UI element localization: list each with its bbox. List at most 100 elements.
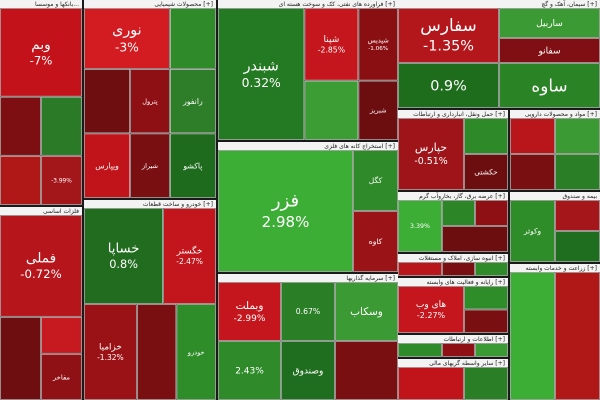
sector[interactable]: سیمان، آهک و گچ [+] سفارس -1.35% ساربیل سفان… bbox=[398, 0, 600, 108]
tile[interactable] bbox=[499, 38, 600, 63]
sector[interactable]: زراعت و خدمات وابسته [+] bbox=[510, 264, 600, 400]
tile[interactable] bbox=[0, 316, 41, 400]
tile[interactable] bbox=[130, 133, 170, 198]
tile[interactable] bbox=[41, 353, 82, 400]
tile[interactable] bbox=[398, 118, 464, 190]
tile[interactable] bbox=[398, 63, 499, 108]
tile[interactable] bbox=[510, 118, 555, 154]
tile[interactable] bbox=[475, 343, 508, 357]
tile-label: وبم bbox=[31, 37, 50, 53]
tile-label: ساربیل bbox=[536, 19, 563, 29]
tile[interactable] bbox=[353, 150, 398, 211]
tile[interactable] bbox=[218, 341, 281, 400]
tile[interactable] bbox=[398, 200, 442, 252]
tile[interactable] bbox=[442, 262, 475, 276]
tile[interactable] bbox=[304, 80, 359, 140]
tile[interactable] bbox=[163, 208, 216, 304]
tile[interactable] bbox=[398, 286, 464, 333]
tile[interactable] bbox=[555, 200, 600, 231]
sector-title: فراورده های نفتی، کک و سوخت هسته ای [+] bbox=[279, 1, 395, 8]
tile[interactable] bbox=[176, 304, 216, 400]
sector[interactable]: محصولات شیمیایی [+] نوری-3% پترول رانفور ویپ… bbox=[84, 0, 216, 198]
tile[interactable] bbox=[499, 63, 600, 108]
tile[interactable] bbox=[358, 8, 398, 81]
tile[interactable] bbox=[304, 8, 359, 81]
sector-title: انبوه سازی، املاک و مستغلات [+] bbox=[419, 254, 505, 262]
tile-label: فزر bbox=[271, 191, 299, 212]
sector-title: عرضه برق، گاز، بخاروآب گرم [+] bbox=[419, 191, 505, 200]
tile[interactable] bbox=[398, 262, 442, 276]
tile[interactable] bbox=[335, 282, 398, 341]
tile[interactable] bbox=[353, 211, 398, 272]
tile[interactable] bbox=[218, 8, 305, 140]
sector[interactable]: بانکها و موسسا... وبم-7% -3.99% bbox=[0, 0, 82, 205]
tile[interactable] bbox=[510, 272, 555, 400]
sector[interactable]: رایانه و فعالیت های وابسته [+] های وب-2.2… bbox=[398, 278, 508, 333]
tile[interactable] bbox=[555, 272, 600, 400]
tile[interactable] bbox=[0, 8, 82, 97]
tile[interactable] bbox=[84, 8, 170, 69]
tile[interactable] bbox=[41, 155, 82, 205]
tile[interactable] bbox=[0, 215, 82, 317]
tile[interactable] bbox=[464, 286, 508, 310]
tile[interactable] bbox=[218, 282, 281, 341]
tile[interactable] bbox=[41, 96, 82, 156]
tile[interactable] bbox=[555, 154, 600, 190]
tile-label: شبریز bbox=[369, 107, 387, 115]
sector[interactable]: سرمایه گذاریها [+] وبملت -2.99% 0.67% وسکاب 2… bbox=[218, 274, 398, 400]
tile[interactable] bbox=[84, 304, 137, 400]
tile[interactable] bbox=[464, 309, 508, 333]
sector-header bbox=[398, 278, 508, 286]
tile[interactable] bbox=[475, 262, 508, 276]
tile[interactable] bbox=[170, 69, 216, 134]
sector-header bbox=[398, 254, 508, 262]
tile[interactable] bbox=[442, 343, 475, 357]
sector[interactable]: سایر واسطه گریهای مالی [+] bbox=[398, 359, 508, 400]
tile-value: 0.67% bbox=[296, 307, 320, 316]
tile[interactable] bbox=[398, 343, 442, 357]
tile[interactable] bbox=[84, 208, 163, 304]
tile[interactable] bbox=[0, 96, 41, 156]
tile[interactable] bbox=[335, 341, 398, 400]
tile-label: وبملت bbox=[236, 300, 264, 312]
tile[interactable] bbox=[84, 69, 131, 134]
tile[interactable] bbox=[464, 367, 508, 400]
tile[interactable] bbox=[510, 154, 555, 190]
tile[interactable] bbox=[398, 367, 464, 400]
tile[interactable] bbox=[499, 8, 600, 38]
sector[interactable]: فلزات اساسی فملی-0.72% مفاخر bbox=[0, 207, 82, 400]
tile[interactable] bbox=[464, 154, 508, 190]
tile[interactable] bbox=[130, 69, 170, 134]
tile-value: -2.27% bbox=[417, 311, 446, 320]
sector[interactable]: فراورده های نفتی، کک و سوخت هسته ای [+] ش… bbox=[218, 0, 398, 140]
tile[interactable] bbox=[475, 200, 508, 226]
tile[interactable] bbox=[281, 282, 335, 341]
sector[interactable]: مواد و محصولات دارویی [+] bbox=[510, 110, 600, 190]
sector[interactable]: اطلاعات و ارتباطات [+] bbox=[398, 335, 508, 357]
tile[interactable] bbox=[398, 8, 499, 63]
tile-label: نوری bbox=[112, 23, 141, 39]
tile[interactable] bbox=[218, 150, 353, 272]
tile[interactable] bbox=[555, 118, 600, 154]
tile[interactable] bbox=[0, 155, 41, 205]
tile[interactable] bbox=[442, 226, 508, 252]
tile[interactable] bbox=[41, 316, 82, 354]
tile[interactable] bbox=[358, 80, 398, 140]
sector[interactable]: عرضه برق، گاز، بخاروآب گرم [+] 3.39% bbox=[398, 191, 508, 252]
sector[interactable]: بیمه و صندوق وکوثر bbox=[510, 192, 600, 262]
tile[interactable] bbox=[555, 231, 600, 262]
sector[interactable]: حمل ونقل، انبارداری و ارتباطات [+] حپارس -… bbox=[398, 110, 508, 190]
tile[interactable] bbox=[281, 341, 335, 400]
sector[interactable]: انبوه سازی، املاک و مستغلات [+] bbox=[398, 254, 508, 276]
tile[interactable] bbox=[170, 8, 216, 69]
sector-header bbox=[0, 0, 82, 8]
tile[interactable] bbox=[137, 304, 177, 400]
tile[interactable] bbox=[84, 133, 131, 198]
tile[interactable] bbox=[442, 200, 475, 226]
tile[interactable] bbox=[170, 133, 216, 198]
tile-value: -3.99% bbox=[51, 178, 72, 184]
tile[interactable] bbox=[510, 200, 555, 262]
tile[interactable] bbox=[464, 118, 508, 154]
